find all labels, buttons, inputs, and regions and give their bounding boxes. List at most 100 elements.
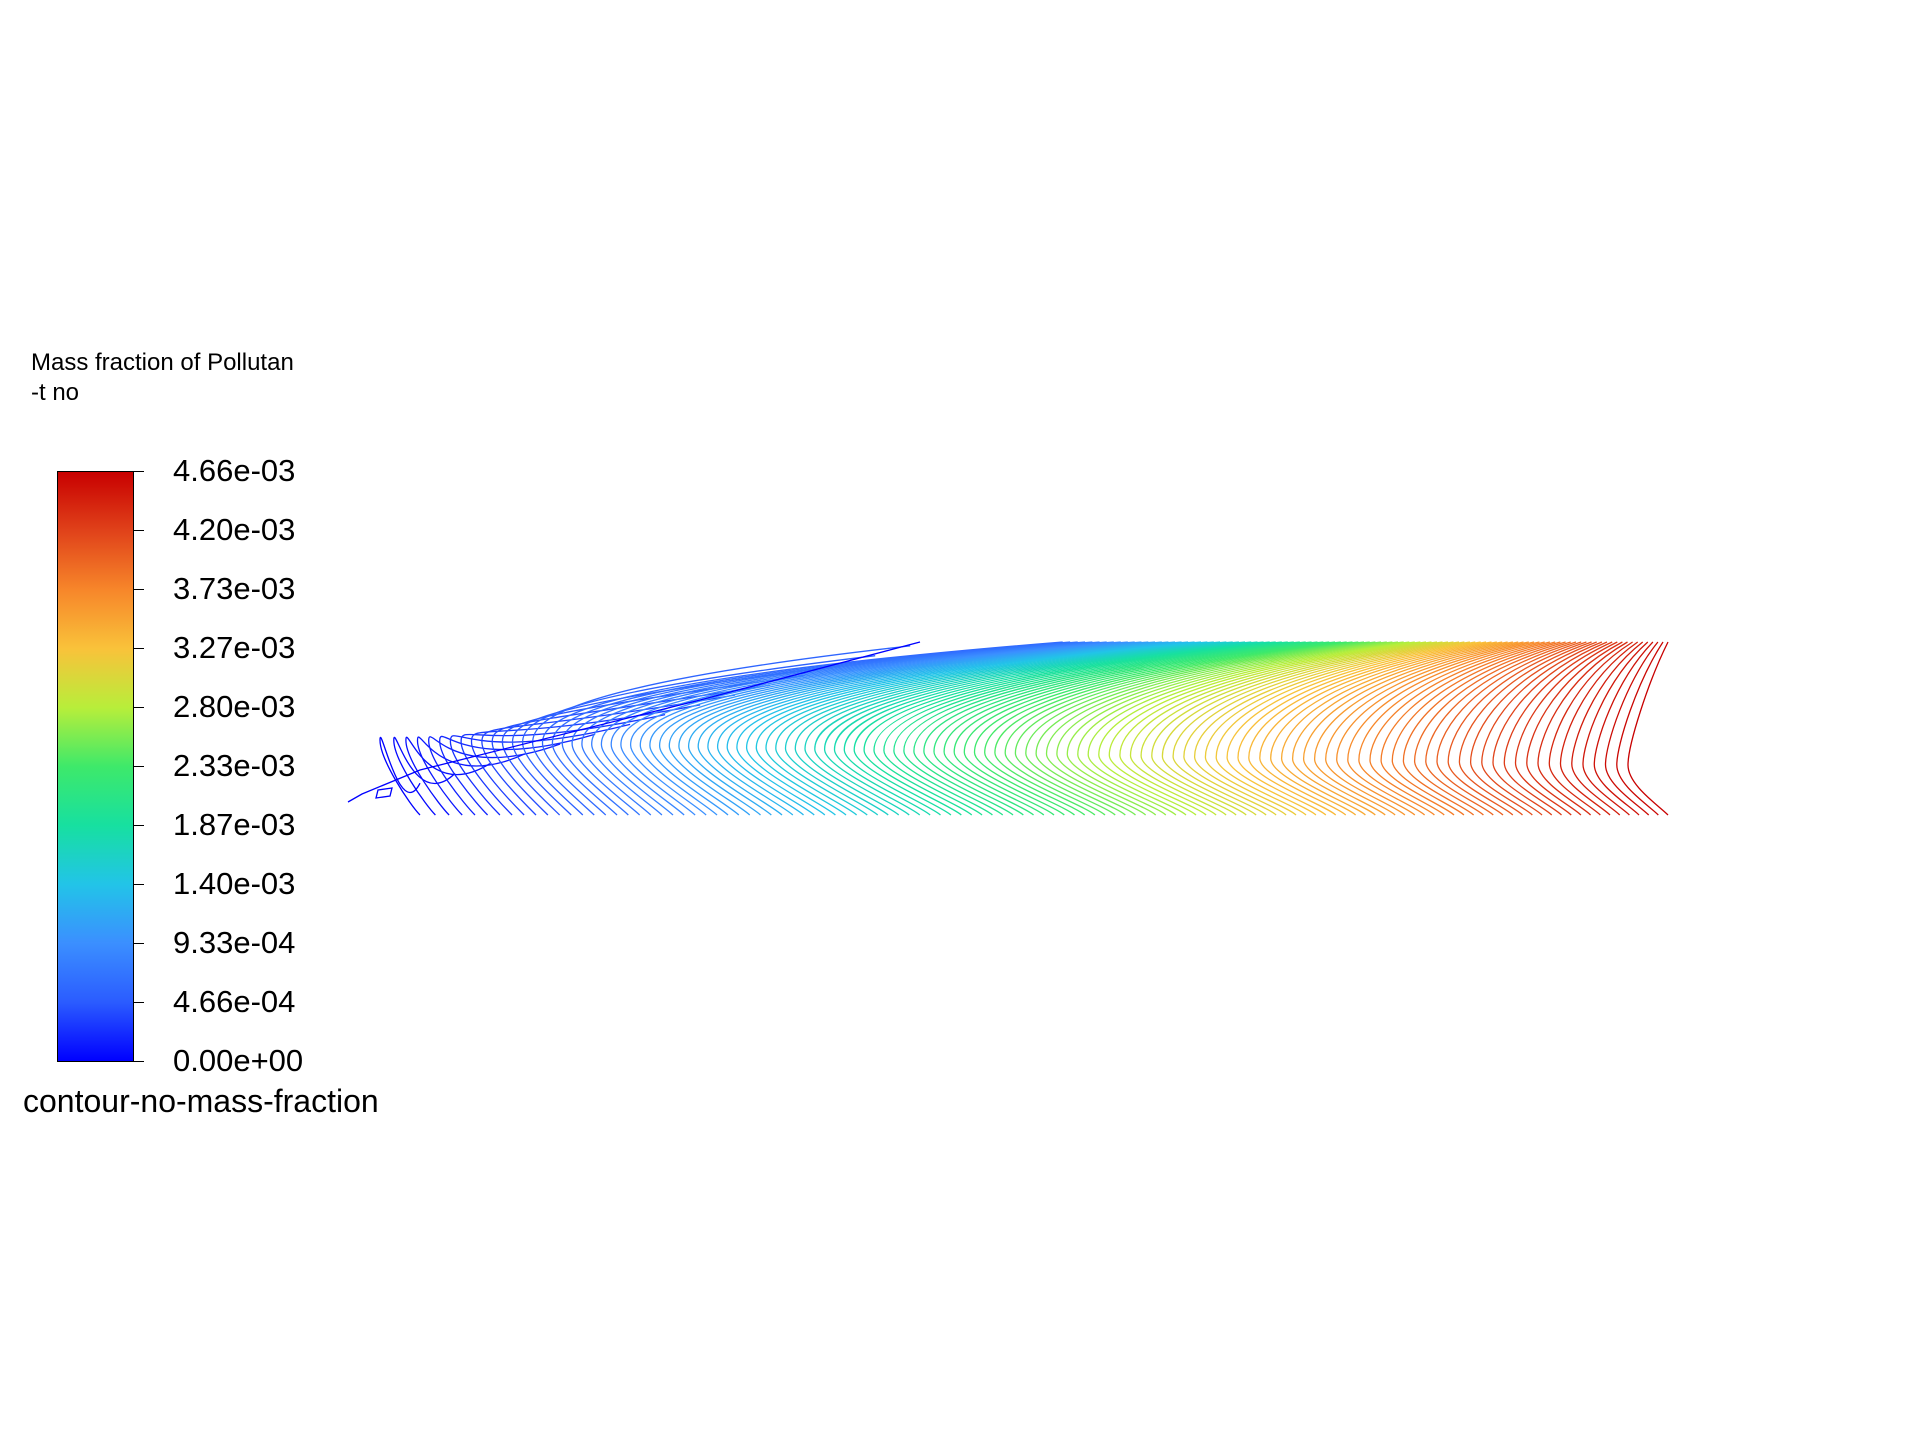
field-name-label: contour-no-mass-fraction bbox=[23, 1083, 379, 1119]
contour-line bbox=[903, 641, 1306, 816]
colorbar-tick bbox=[134, 589, 144, 590]
contour-line bbox=[1336, 641, 1535, 816]
contour-line bbox=[1492, 641, 1608, 816]
contour-line bbox=[1077, 641, 1404, 816]
contour-line bbox=[1108, 641, 1421, 816]
colorbar-tick-label: 9.33e-04 bbox=[173, 925, 296, 960]
contour-line bbox=[883, 641, 1294, 816]
colorbar-tick bbox=[134, 943, 144, 944]
contour-line bbox=[1259, 641, 1497, 816]
contour-line bbox=[658, 641, 1149, 816]
contour-line bbox=[1237, 641, 1487, 816]
contour-line bbox=[1347, 641, 1540, 816]
contour-line bbox=[1056, 641, 1393, 816]
contour-line bbox=[629, 641, 1128, 816]
contour-line bbox=[1593, 641, 1654, 816]
contour-line bbox=[794, 641, 1239, 816]
contour-line bbox=[1604, 641, 1659, 816]
contour-line bbox=[1045, 641, 1387, 816]
contour-line bbox=[755, 641, 1214, 816]
contour-line bbox=[1098, 641, 1415, 816]
contour-line bbox=[1087, 641, 1410, 816]
contour-line bbox=[591, 641, 1100, 816]
contour-line bbox=[1425, 641, 1577, 816]
contour-line bbox=[775, 641, 1227, 816]
contour-line bbox=[1280, 641, 1508, 816]
contour-line bbox=[687, 641, 1169, 816]
contour-line bbox=[1119, 641, 1427, 816]
contour-line bbox=[1627, 641, 1669, 816]
contour-line bbox=[1413, 641, 1571, 816]
contour-line bbox=[521, 655, 876, 816]
colorbar-tick bbox=[134, 707, 144, 708]
contour-line bbox=[1447, 641, 1587, 816]
contour-line bbox=[1616, 641, 1664, 816]
contour-line bbox=[1151, 641, 1443, 816]
contour-line bbox=[1172, 641, 1454, 816]
contour-line bbox=[501, 674, 806, 816]
contour-line bbox=[1025, 641, 1376, 816]
colorbar-tick bbox=[134, 825, 144, 826]
contour-line bbox=[1526, 641, 1623, 816]
contour-line bbox=[994, 641, 1359, 816]
contour-line bbox=[973, 641, 1347, 816]
contour-line bbox=[1391, 641, 1561, 816]
colorbar-tick bbox=[134, 1061, 144, 1062]
colorbar-tick-label: 4.66e-03 bbox=[173, 453, 296, 488]
contour-line bbox=[1548, 641, 1633, 816]
contour-line bbox=[1514, 641, 1618, 816]
colorbar-tick-label: 4.66e-04 bbox=[173, 984, 296, 1019]
contour-line bbox=[1436, 641, 1582, 816]
contour-line bbox=[416, 736, 526, 816]
contour-line bbox=[784, 641, 1233, 816]
contour-line bbox=[541, 641, 1063, 816]
legend-title-line-1: Mass fraction of Pollutan bbox=[31, 349, 294, 376]
contour-line bbox=[678, 641, 1162, 816]
contour-line bbox=[1129, 641, 1432, 816]
contour-line bbox=[1325, 641, 1529, 816]
contour-line bbox=[1270, 641, 1503, 816]
contour-line bbox=[551, 641, 1071, 816]
contour-line bbox=[405, 736, 491, 816]
colorbar-tick-label: 0.00e+00 bbox=[173, 1043, 304, 1078]
contour-line bbox=[1215, 641, 1476, 816]
contour-line bbox=[639, 641, 1135, 816]
contour-line bbox=[1369, 641, 1551, 816]
contour-line bbox=[470, 704, 701, 816]
contour-line bbox=[943, 641, 1330, 816]
colorbar-tick-label: 3.27e-03 bbox=[173, 630, 296, 665]
contour-line bbox=[963, 641, 1341, 816]
contour-line bbox=[1226, 641, 1481, 816]
contour-line bbox=[697, 641, 1176, 816]
contour-line bbox=[1302, 641, 1519, 816]
contour-line bbox=[923, 641, 1318, 816]
colorbar-tick-label: 1.87e-03 bbox=[173, 807, 296, 842]
contour-line bbox=[804, 641, 1246, 816]
contour-line bbox=[984, 641, 1353, 816]
contour-line bbox=[600, 641, 1107, 816]
contour-line bbox=[913, 641, 1312, 816]
contour-line bbox=[1248, 641, 1492, 816]
contour-line bbox=[1183, 641, 1460, 816]
colorbar-tick-label: 3.73e-03 bbox=[173, 571, 296, 606]
colorbar-tick bbox=[134, 884, 144, 885]
contour-line bbox=[716, 641, 1189, 816]
contour-line bbox=[561, 641, 1078, 816]
colorbar-tick-label: 2.80e-03 bbox=[173, 689, 296, 724]
contour-line bbox=[893, 641, 1300, 816]
contour-line bbox=[428, 736, 561, 816]
contour-line bbox=[375, 787, 393, 799]
contour-line bbox=[1193, 641, 1465, 816]
contour-line bbox=[823, 641, 1258, 816]
contour-line bbox=[873, 641, 1288, 816]
contour-line bbox=[707, 641, 1182, 816]
colorbar bbox=[57, 471, 134, 1062]
contour-line bbox=[1066, 641, 1399, 816]
contour-line bbox=[1537, 641, 1628, 816]
contour-line bbox=[1380, 641, 1556, 816]
contour-line bbox=[1503, 641, 1613, 816]
contour-line bbox=[863, 641, 1282, 816]
contour-line bbox=[1571, 641, 1644, 816]
colorbar-tick bbox=[134, 471, 144, 472]
